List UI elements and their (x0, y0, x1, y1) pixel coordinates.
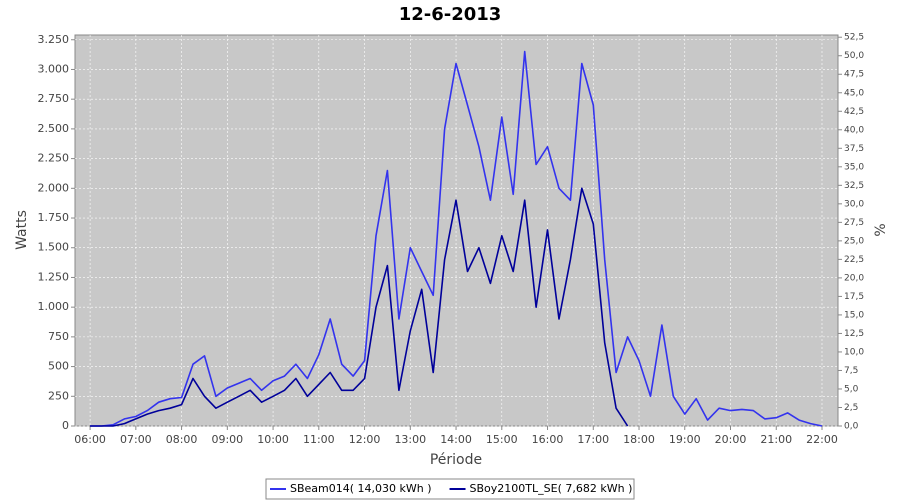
y-tick-label: 3.250 (38, 33, 70, 46)
y-tick-label: 750 (48, 330, 69, 343)
x-tick-label: 15:00 (486, 433, 518, 446)
line-series (90, 187, 629, 427)
x-tick-label: 18:00 (623, 433, 655, 446)
y-tick-label: 2.750 (38, 92, 70, 105)
y2-tick-label: 17,5 (844, 292, 864, 302)
y-tick-label: 1.750 (38, 211, 70, 224)
x-tick-label: 07:00 (120, 433, 152, 446)
x-tick-label: 13:00 (394, 433, 426, 446)
y-tick-label: 250 (48, 389, 69, 402)
y2-tick-label: 7,5 (844, 366, 858, 376)
y2-tick-label: 35,0 (844, 162, 864, 172)
y-tick-label: 1.500 (38, 241, 70, 254)
x-tick-label: 19:00 (669, 433, 701, 446)
y2-tick-label: 12,5 (844, 329, 864, 339)
y2-tick-label: 0,0 (844, 422, 859, 432)
x-tick-label: 06:00 (74, 433, 106, 446)
y2-tick-label: 40,0 (844, 125, 864, 135)
y2-tick-label: 5,0 (844, 384, 859, 394)
y2-tick-label: 47,5 (844, 70, 864, 80)
y2-axis-label: % (873, 223, 889, 236)
y-tick-label: 2.000 (38, 181, 70, 194)
y2-tick-label: 42,5 (844, 107, 864, 117)
y2-tick-label: 52,5 (844, 33, 864, 43)
legend-label: SBoy2100TL_SE( 7,682 kWh ) (470, 482, 633, 495)
y2-tick-label: 32,5 (844, 181, 864, 191)
x-tick-label: 21:00 (760, 433, 792, 446)
x-tick-label: 16:00 (532, 433, 564, 446)
legend-label: SBeam014( 14,030 kWh ) (290, 482, 432, 495)
x-axis-label: Période (430, 452, 482, 468)
y-tick-label: 2.250 (38, 152, 70, 165)
y2-tick-label: 20,0 (844, 273, 864, 283)
y2-tick-label: 27,5 (844, 218, 864, 228)
y-tick-label: 500 (48, 360, 69, 373)
y-tick-label: 1.250 (38, 270, 70, 283)
x-tick-label: 11:00 (303, 433, 335, 446)
y-tick-label: 1.000 (38, 300, 70, 313)
y-tick-label: 2.500 (38, 122, 70, 135)
y-tick-label: 0 (62, 419, 69, 432)
x-tick-label: 09:00 (211, 433, 243, 446)
x-tick-label: 14:00 (440, 433, 472, 446)
y-axis-label: Watts (14, 210, 30, 250)
plot-area (74, 34, 839, 427)
x-tick-label: 08:00 (166, 433, 198, 446)
y2-tick-label: 45,0 (844, 88, 864, 98)
y2-tick-label: 10,0 (844, 347, 864, 357)
y2-tick-label: 30,0 (844, 199, 864, 209)
x-tick-label: 17:00 (577, 433, 609, 446)
y2-tick-label: 37,5 (844, 144, 864, 154)
y2-tick-label: 25,0 (844, 236, 864, 246)
chart-title: 12-6-2013 (399, 4, 502, 25)
line-series (90, 50, 823, 427)
y2-tick-label: 50,0 (844, 51, 864, 61)
y2-tick-label: 2,5 (844, 403, 858, 413)
y2-tick-label: 15,0 (844, 310, 864, 320)
x-tick-label: 20:00 (715, 433, 747, 446)
x-tick-label: 10:00 (257, 433, 289, 446)
y-tick-label: 3.000 (38, 62, 70, 75)
x-tick-label: 22:00 (806, 433, 838, 446)
y2-tick-label: 22,5 (844, 255, 864, 265)
x-tick-label: 12:00 (349, 433, 381, 446)
